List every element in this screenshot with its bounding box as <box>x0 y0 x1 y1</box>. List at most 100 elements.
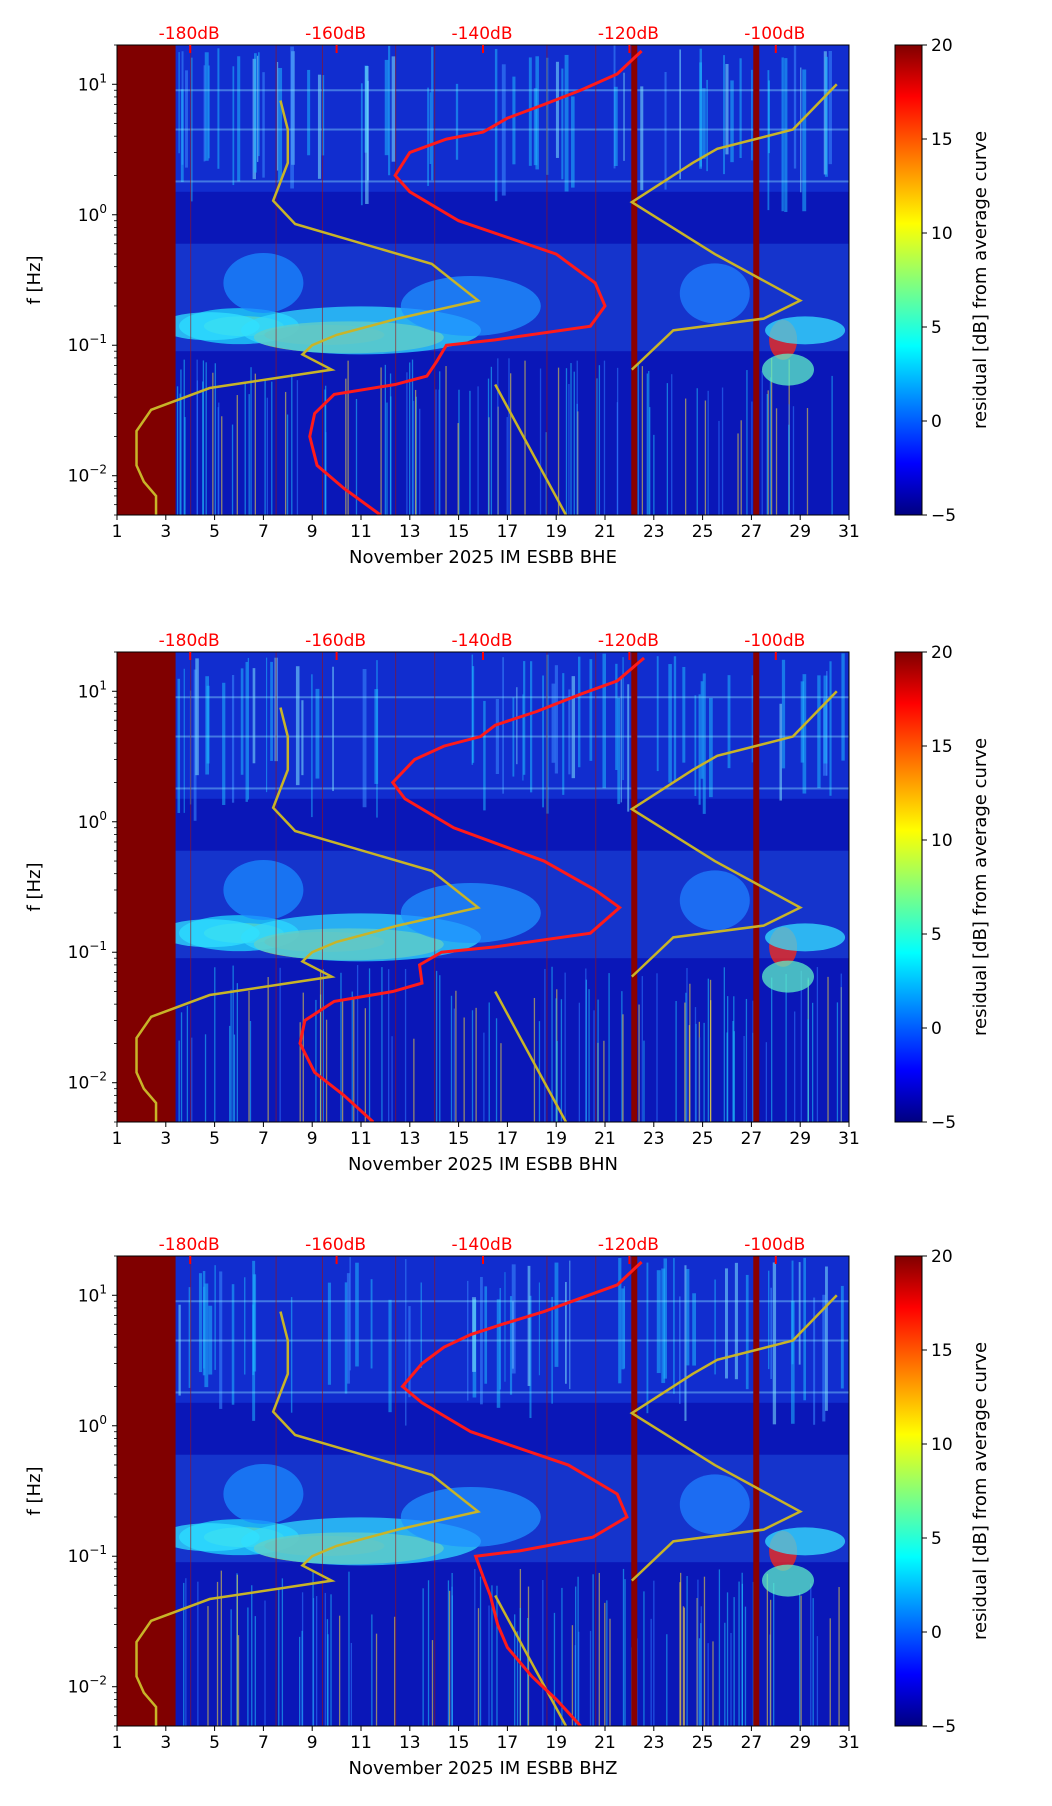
lf-streak <box>624 1579 626 1726</box>
lf-streak <box>704 400 707 515</box>
lf-streak <box>686 1576 688 1726</box>
lf-streak <box>685 992 687 1122</box>
lf-streak <box>683 1607 686 1726</box>
hf-streak <box>822 1294 826 1422</box>
hf-streak <box>315 688 320 779</box>
colorbar-tick-label: −5 <box>931 1113 956 1133</box>
lf-streak <box>816 1636 819 1726</box>
lf-streak <box>220 1570 222 1726</box>
lf-streak <box>322 969 324 1122</box>
hf-streak <box>258 52 260 157</box>
lf-streak <box>751 401 753 515</box>
x-tick-label: 9 <box>307 522 318 542</box>
lf-streak <box>291 374 293 515</box>
lf-streak <box>487 378 490 515</box>
lf-streak <box>254 1616 256 1726</box>
lf-streak <box>588 989 590 1122</box>
hf-streak <box>405 1259 407 1426</box>
gap-line <box>275 1256 277 1726</box>
colorbar-tick-label: −5 <box>931 1717 956 1737</box>
hf-streak <box>568 689 571 775</box>
lf-streak <box>557 367 560 515</box>
x-tick-label: 31 <box>838 1129 860 1149</box>
x-tick-label: 5 <box>209 1733 220 1753</box>
x-tick-label: 5 <box>209 1129 220 1149</box>
lf-streak <box>386 402 388 515</box>
hf-streak <box>723 55 725 175</box>
lf-streak <box>603 360 606 515</box>
hf-streak <box>278 67 283 182</box>
hf-streak <box>178 52 180 154</box>
hf-streak <box>388 45 391 176</box>
lf-streak <box>301 1630 303 1726</box>
hf-streak <box>829 661 832 796</box>
lf-streak <box>236 983 239 1122</box>
top-axis-label: -160dB <box>305 1235 366 1255</box>
hf-streak <box>802 69 807 212</box>
hf-streak <box>800 67 802 193</box>
hf-streak <box>195 658 199 776</box>
hf-streak <box>706 79 708 172</box>
hf-streak <box>620 678 622 803</box>
hf-streak <box>376 660 378 818</box>
y-tick-label: 100 <box>78 1413 107 1437</box>
lf-streak <box>412 400 415 515</box>
lf-streak <box>560 999 563 1122</box>
hf-line <box>175 89 849 92</box>
hf-streak <box>770 1287 773 1380</box>
hf-streak <box>496 1299 501 1408</box>
lf-streak <box>324 385 327 515</box>
colorbar <box>894 651 923 1123</box>
yellow-model-curve-segment <box>494 1594 568 1726</box>
lf-streak <box>185 1578 187 1726</box>
lf-streak <box>183 1582 185 1726</box>
hf-streak <box>800 681 805 763</box>
lf-streak <box>811 1002 814 1122</box>
hf-streak <box>668 664 672 783</box>
x-tick-label: 25 <box>692 522 714 542</box>
hf-streak <box>646 1262 649 1414</box>
hf-streak <box>516 687 518 765</box>
hf-streak <box>673 1258 675 1394</box>
x-tick-label: 15 <box>448 522 470 542</box>
lf-streak <box>427 1580 430 1726</box>
hf-streak <box>694 695 697 796</box>
lf-streak <box>299 1022 301 1122</box>
y-tick-label: 10−1 <box>68 1543 107 1567</box>
lf-streak <box>340 972 342 1122</box>
lf-streak <box>666 383 669 515</box>
lf-streak <box>718 420 720 515</box>
x-tick-label: 13 <box>399 1733 421 1753</box>
lf-streak <box>236 395 238 515</box>
lf-streak <box>394 1616 396 1726</box>
hf-streak <box>504 1272 506 1382</box>
lf-streak <box>593 1010 595 1122</box>
yellow-model-curve <box>135 100 481 515</box>
hf-streak <box>739 58 742 158</box>
x-tick-label: 13 <box>399 522 421 542</box>
top-axis-label: -140dB <box>451 631 512 651</box>
y-tick-label: 10−1 <box>68 332 107 356</box>
hf-line <box>175 1339 849 1342</box>
lf-streak <box>202 381 204 515</box>
hf-streak <box>692 1293 697 1366</box>
lf-streak <box>788 424 790 515</box>
yellow-model-curve-right <box>629 690 838 978</box>
lf-streak <box>553 1612 556 1726</box>
colorbar-tick-label: 10 <box>931 224 953 244</box>
lf-streak <box>404 968 407 1122</box>
lf-streak <box>598 1572 600 1726</box>
lf-streak <box>232 965 234 1122</box>
x-tick-label: 7 <box>258 1733 269 1753</box>
hf-streak <box>188 1287 191 1388</box>
hf-streak <box>798 1262 801 1365</box>
lf-streak <box>237 1635 240 1726</box>
lf-streak <box>488 1002 490 1122</box>
lf-streak <box>743 1035 745 1122</box>
gap-line <box>321 45 323 515</box>
lf-streak <box>414 389 417 515</box>
yellow-model-curve <box>135 707 481 1122</box>
hf-streak <box>467 1280 469 1401</box>
storm-blob <box>159 919 260 948</box>
top-axis-label: -180dB <box>159 1235 220 1255</box>
